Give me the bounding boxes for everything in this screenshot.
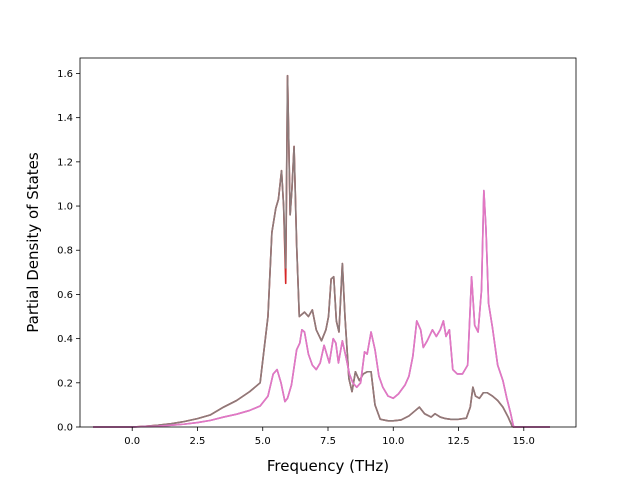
x-tick-label: 10.0 (382, 436, 404, 447)
x-tick-label: 7.5 (320, 436, 336, 447)
y-tick-label: 0.0 (57, 423, 73, 434)
x-tick-label: 15.0 (513, 436, 535, 447)
series-line-2 (93, 74, 550, 428)
y-tick-label: 0.8 (57, 246, 73, 257)
series-layer (93, 74, 550, 428)
series-line-4 (93, 189, 550, 428)
x-axis-label: Frequency (THz) (267, 457, 389, 475)
y-tick-label: 1.0 (57, 202, 73, 213)
y-axis-ticks: 0.0 0.2 0.4 0.6 0.8 1.0 1.2 1.4 1.6 (57, 69, 80, 434)
y-axis-label: Partial Density of States (24, 152, 42, 333)
y-tick-label: 0.4 (57, 334, 73, 345)
y-tick-label: 1.4 (57, 113, 73, 124)
y-tick-label: 0.6 (57, 290, 73, 301)
x-axis-ticks: 0.0 2.5 5.0 7.5 10.0 12.5 15.0 (124, 427, 535, 447)
x-tick-label: 2.5 (190, 436, 206, 447)
x-tick-label: 0.0 (124, 436, 140, 447)
x-tick-label: 12.5 (447, 436, 469, 447)
y-tick-label: 1.6 (57, 69, 73, 80)
x-tick-label: 5.0 (255, 436, 271, 447)
y-tick-label: 1.2 (57, 157, 73, 168)
plot-frame (79, 57, 577, 428)
y-tick-label: 0.2 (57, 378, 73, 389)
